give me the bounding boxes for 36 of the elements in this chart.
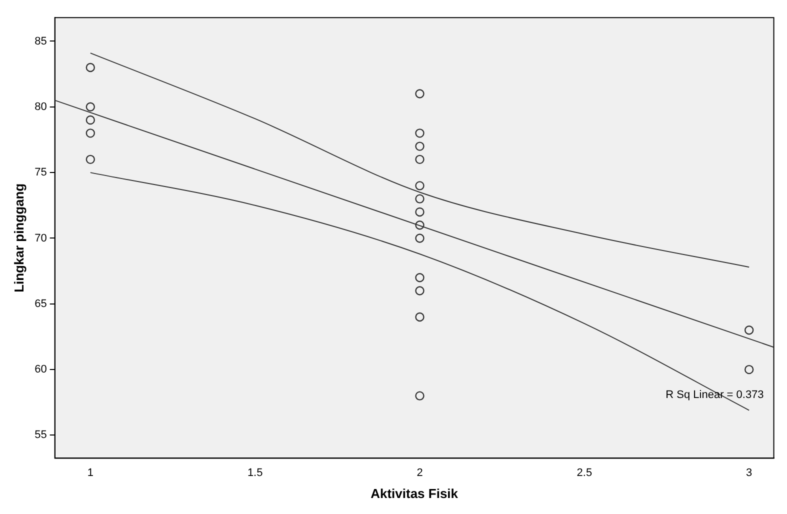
point: [415, 194, 424, 204]
point: [86, 154, 96, 164]
y-tick-label: 75: [34, 166, 47, 179]
point: [415, 128, 424, 138]
point: [86, 128, 96, 138]
point: [415, 286, 424, 296]
point: [744, 364, 754, 374]
y-tick-label: 85: [34, 35, 47, 48]
point: [415, 312, 424, 322]
y-tick-label: 80: [34, 100, 47, 113]
y-axis-title: Lingkar pinggang: [11, 183, 26, 292]
point: [86, 102, 96, 112]
x-tick-label: 1.5: [247, 466, 263, 479]
x-tick-label: 2.5: [576, 466, 592, 479]
y-tick-label: 55: [34, 429, 47, 442]
point: [415, 391, 424, 400]
point: [415, 220, 424, 230]
x-tick-label: 2: [416, 466, 423, 479]
point: [415, 234, 424, 243]
x-axis-title: Aktivitas Fisik: [370, 486, 459, 501]
point: [415, 181, 424, 190]
line-series: [90, 52, 750, 268]
point: [415, 207, 424, 217]
x-tick-label: 3: [746, 466, 752, 479]
y-tick-label: 65: [34, 298, 47, 310]
point: [86, 62, 96, 72]
x-tick-label: 1: [87, 466, 94, 479]
point: [415, 142, 424, 151]
point: [86, 115, 96, 125]
point: [744, 326, 754, 335]
point: [415, 154, 424, 164]
point: [415, 273, 424, 282]
y-tick-label: 60: [34, 364, 47, 376]
annotation: R Sq Linear = 0.373: [666, 389, 764, 402]
y-tick-label: 70: [34, 232, 47, 244]
point: [415, 89, 424, 98]
